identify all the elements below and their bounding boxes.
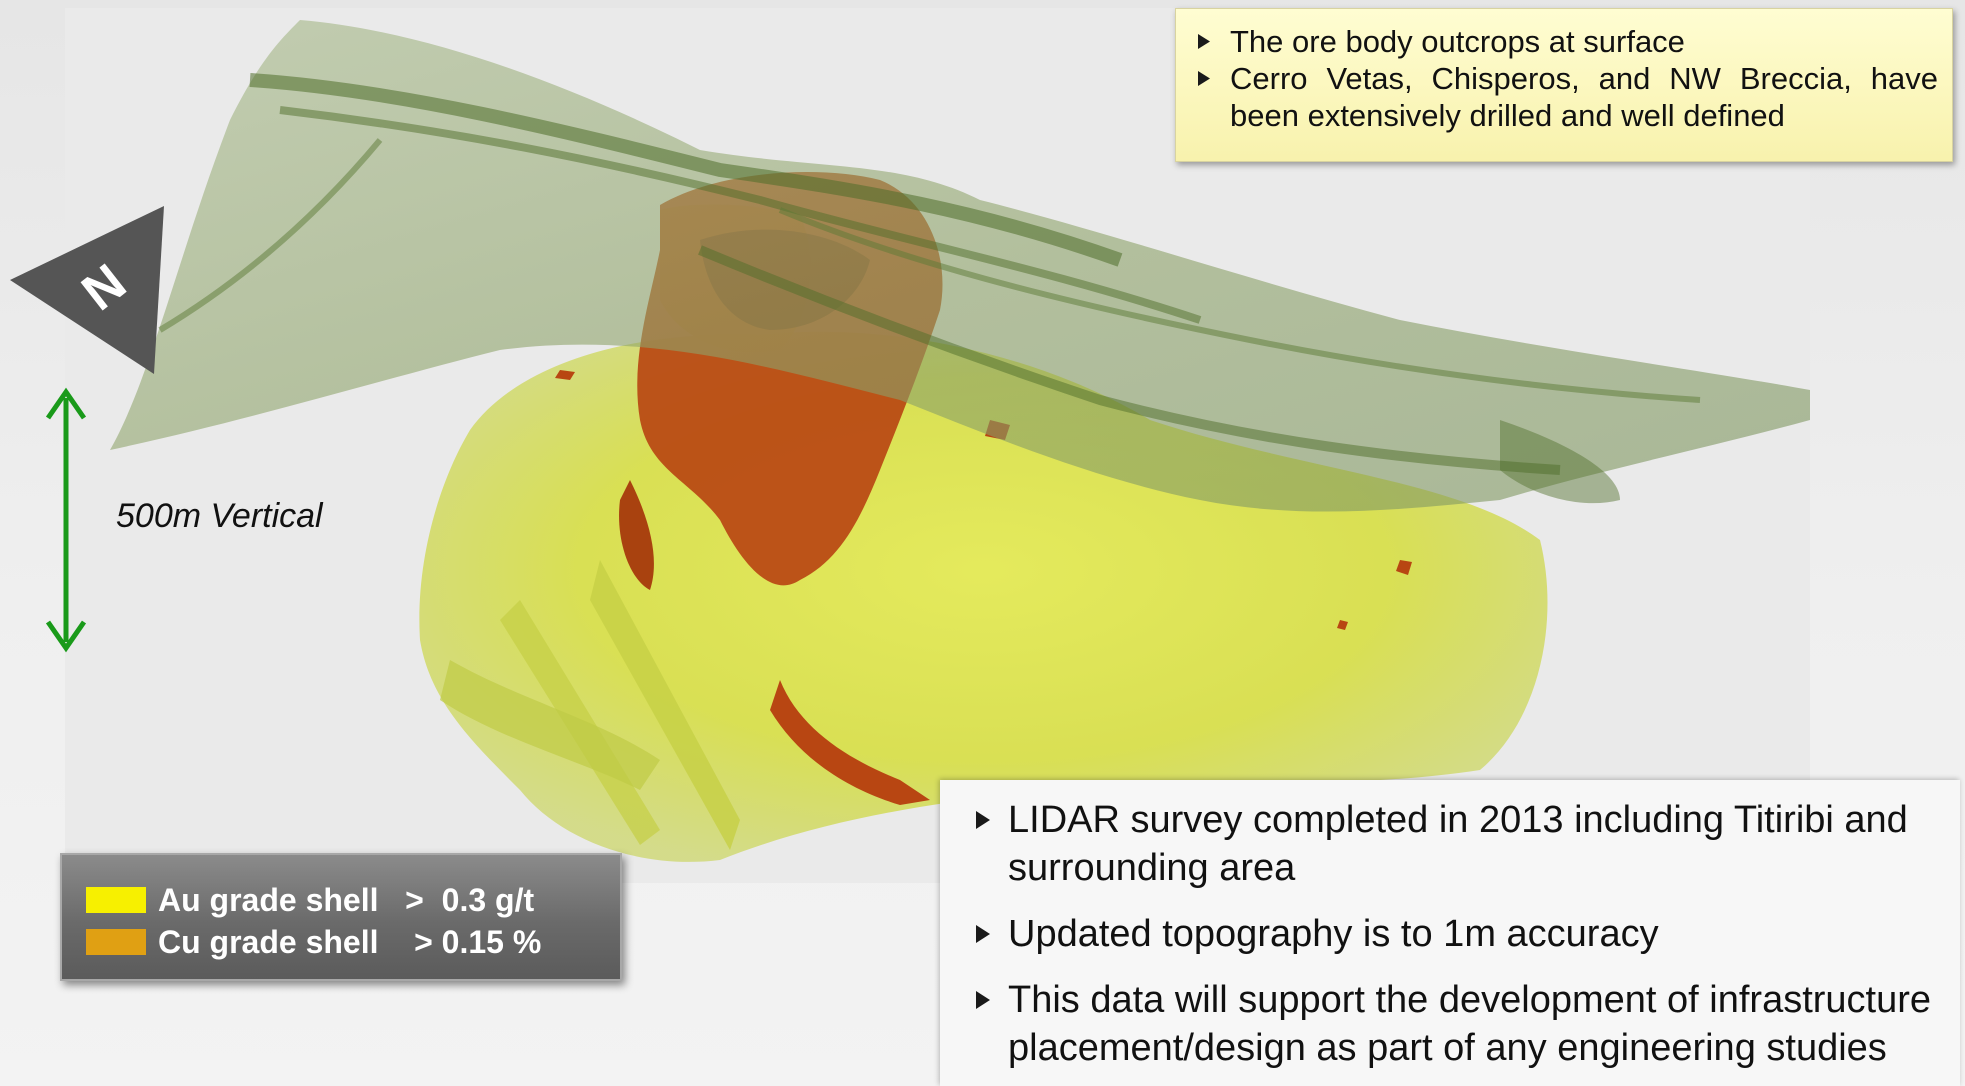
bullet-triangle-icon: [976, 991, 990, 1009]
bullet-triangle-icon: [976, 925, 990, 943]
legend-label-au: Au grade shell > 0.3 g/t: [158, 881, 535, 918]
bullet-triangle-icon: [1198, 71, 1210, 86]
bullet-triangle-icon: [976, 811, 990, 829]
topography-surface: [110, 20, 1810, 512]
bottom-note-bullet: This data will support the development o…: [976, 976, 1940, 1072]
bottom-note-bullet: LIDAR survey completed in 2013 including…: [976, 796, 1940, 892]
top-note-text: The ore body outcrops at surface: [1230, 24, 1685, 59]
north-arrow-triangle: [10, 206, 164, 374]
top-note-bullet: The ore body outcrops at surface: [1198, 23, 1938, 60]
bottom-note-text: Updated topography is to 1m accuracy: [1008, 913, 1659, 955]
top-note-bullet: Cerro Vetas, Chisperos, and NW Breccia, …: [1198, 60, 1938, 134]
au-swatch: [86, 887, 146, 913]
legend-item-au: Au grade shell > 0.3 g/t: [86, 879, 620, 921]
bottom-note-text: LIDAR survey completed in 2013 including…: [1008, 799, 1908, 889]
legend-label-cu: Cu grade shell > 0.15 %: [158, 923, 542, 960]
top-note-text: Cerro Vetas, Chisperos, and NW Breccia, …: [1230, 61, 1938, 133]
top-note-box: The ore body outcrops at surface Cerro V…: [1175, 8, 1953, 162]
vertical-scale-arrow: [45, 387, 87, 653]
bottom-note-bullet: Updated topography is to 1m accuracy: [976, 910, 1940, 958]
scale-label: 500m Vertical: [116, 497, 323, 535]
bottom-note-text: This data will support the development o…: [1008, 979, 1932, 1069]
cu-swatch: [86, 929, 146, 955]
bottom-note-box: LIDAR survey completed in 2013 including…: [940, 780, 1960, 1086]
grade-shell-legend: Au grade shell > 0.3 g/t Cu grade shell …: [60, 853, 622, 981]
bullet-triangle-icon: [1198, 34, 1210, 49]
legend-item-cu: Cu grade shell > 0.15 %: [86, 921, 620, 963]
north-arrow: N: [8, 206, 168, 374]
